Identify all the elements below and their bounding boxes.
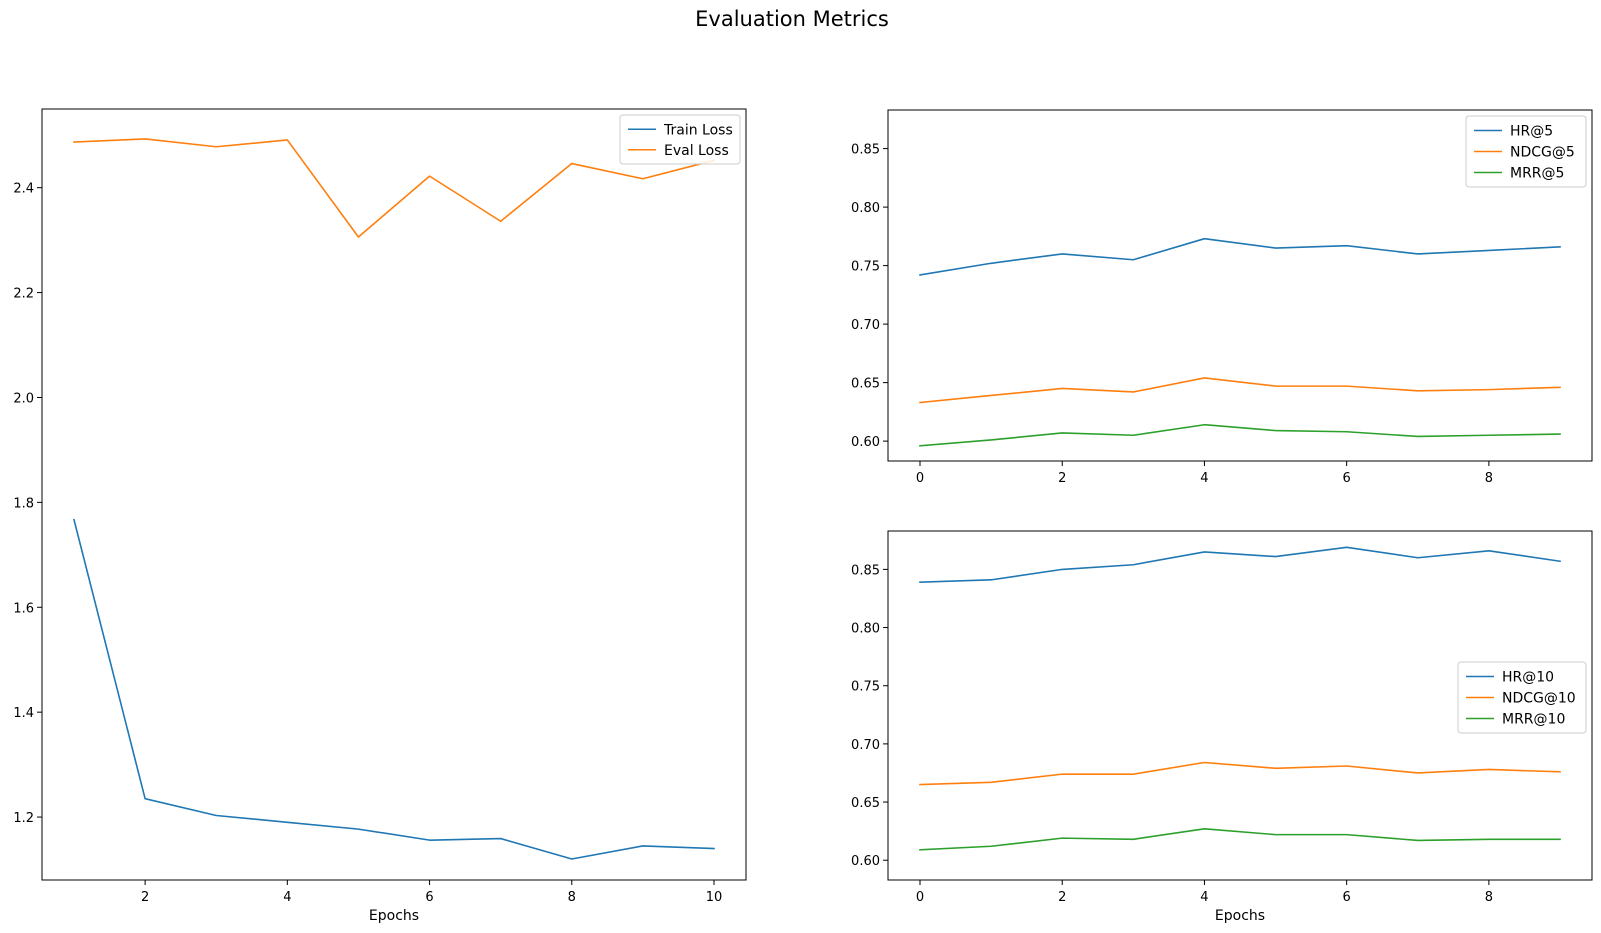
y-tick-label: 0.85 [851,143,880,158]
legend-box [1465,115,1587,188]
y-tick-label: 0.65 [851,796,880,811]
x-tick-label: 4 [283,890,291,905]
x-tick-label: 10 [706,890,723,905]
y-tick-label: 2.0 [13,391,34,406]
series-lines [919,546,1561,851]
x-tick-label: 2 [1058,471,1066,486]
axes-frame [41,108,747,881]
x-tick-label: 6 [1343,890,1351,905]
y-tick-label: 0.65 [851,377,880,392]
x-tick-label: 6 [1343,471,1351,486]
y-tick-label: 1.8 [13,496,34,511]
series-line-eval-loss [73,138,715,238]
x-tick-label: 8 [1485,890,1493,905]
legend-label: Train Loss [663,122,733,138]
x-tick-label: 2 [141,890,149,905]
series-lines [919,237,1561,447]
legend-label: MRR@10 [1502,712,1565,728]
legend: Train Loss Eval Loss [619,114,741,165]
y-tick-label: 0.85 [851,563,880,578]
legend-label: HR@5 [1510,124,1553,140]
x-tick-label: 2 [1058,890,1066,905]
y-tick-label: 0.60 [851,435,880,450]
x-axis-label: Epochs [369,908,419,924]
axes-frame [887,530,1593,881]
y-tick-label: 2.4 [13,182,34,197]
legend-label: MRR@5 [1510,166,1564,182]
y-tick-label: 2.2 [13,287,34,302]
x-tick-label: 6 [425,890,433,905]
series-line-mrr-5 [919,423,1561,447]
legend: HR@10 NDCG@10 MRR@10 [1457,661,1587,734]
y-tick-label: 1.6 [13,601,34,616]
y-tick-label: 0.75 [851,260,880,275]
x-tick-label: 0 [916,471,924,486]
x-tick-label: 0 [916,890,924,905]
legend: HR@5 NDCG@5 MRR@5 [1465,115,1587,188]
figure-title: Evaluation Metrics [695,7,889,31]
subplots: 2 4 6 8 10 1.2 1.4 1.6 1.8 2.0 2.2 2.4 Epochs Train L… [13,108,1593,924]
legend-box [619,114,741,165]
series-line-hr-5 [919,237,1561,276]
subplot-3: 0 2 4 6 8 0.60 0.65 0.70 0.75 0.80 0.85 Epochs HR@10… [851,530,1593,924]
series-line-ndcg-10 [919,761,1561,786]
y-tick-label: 0.80 [851,622,880,637]
y-tick-label: 0.60 [851,854,880,869]
x-tick-label: 8 [1485,471,1493,486]
y-tick-label: 0.75 [851,680,880,695]
y-tick-label: 1.4 [13,706,34,721]
x-tick-label: 4 [1200,890,1208,905]
y-tick-label: 1.2 [13,811,34,826]
legend-label: NDCG@5 [1510,145,1575,161]
y-tick-label: 0.70 [851,738,880,753]
series-line-train-loss [73,518,715,860]
x-tick-label: 4 [1200,471,1208,486]
series-line-mrr-10 [919,828,1561,851]
y-tick-label: 0.70 [851,318,880,333]
x-tick-label: 8 [568,890,576,905]
subplot-1: 2 4 6 8 10 1.2 1.4 1.6 1.8 2.0 2.2 2.4 Epochs Train L… [13,108,747,924]
legend-label: HR@10 [1502,670,1554,686]
series-line-ndcg-5 [919,377,1561,404]
x-axis-label: Epochs [1215,908,1265,924]
y-tick-label: 0.80 [851,201,880,216]
legend-label: Eval Loss [664,143,729,159]
legend-label: NDCG@10 [1502,691,1576,707]
subplot-2: 0 2 4 6 8 0.60 0.65 0.70 0.75 0.80 0.85 HR@5 NDCG@5 M… [851,109,1593,486]
axes-frame [887,109,1593,462]
series-lines [73,138,715,860]
legend-box [1457,661,1587,734]
series-line-hr-10 [919,546,1561,584]
